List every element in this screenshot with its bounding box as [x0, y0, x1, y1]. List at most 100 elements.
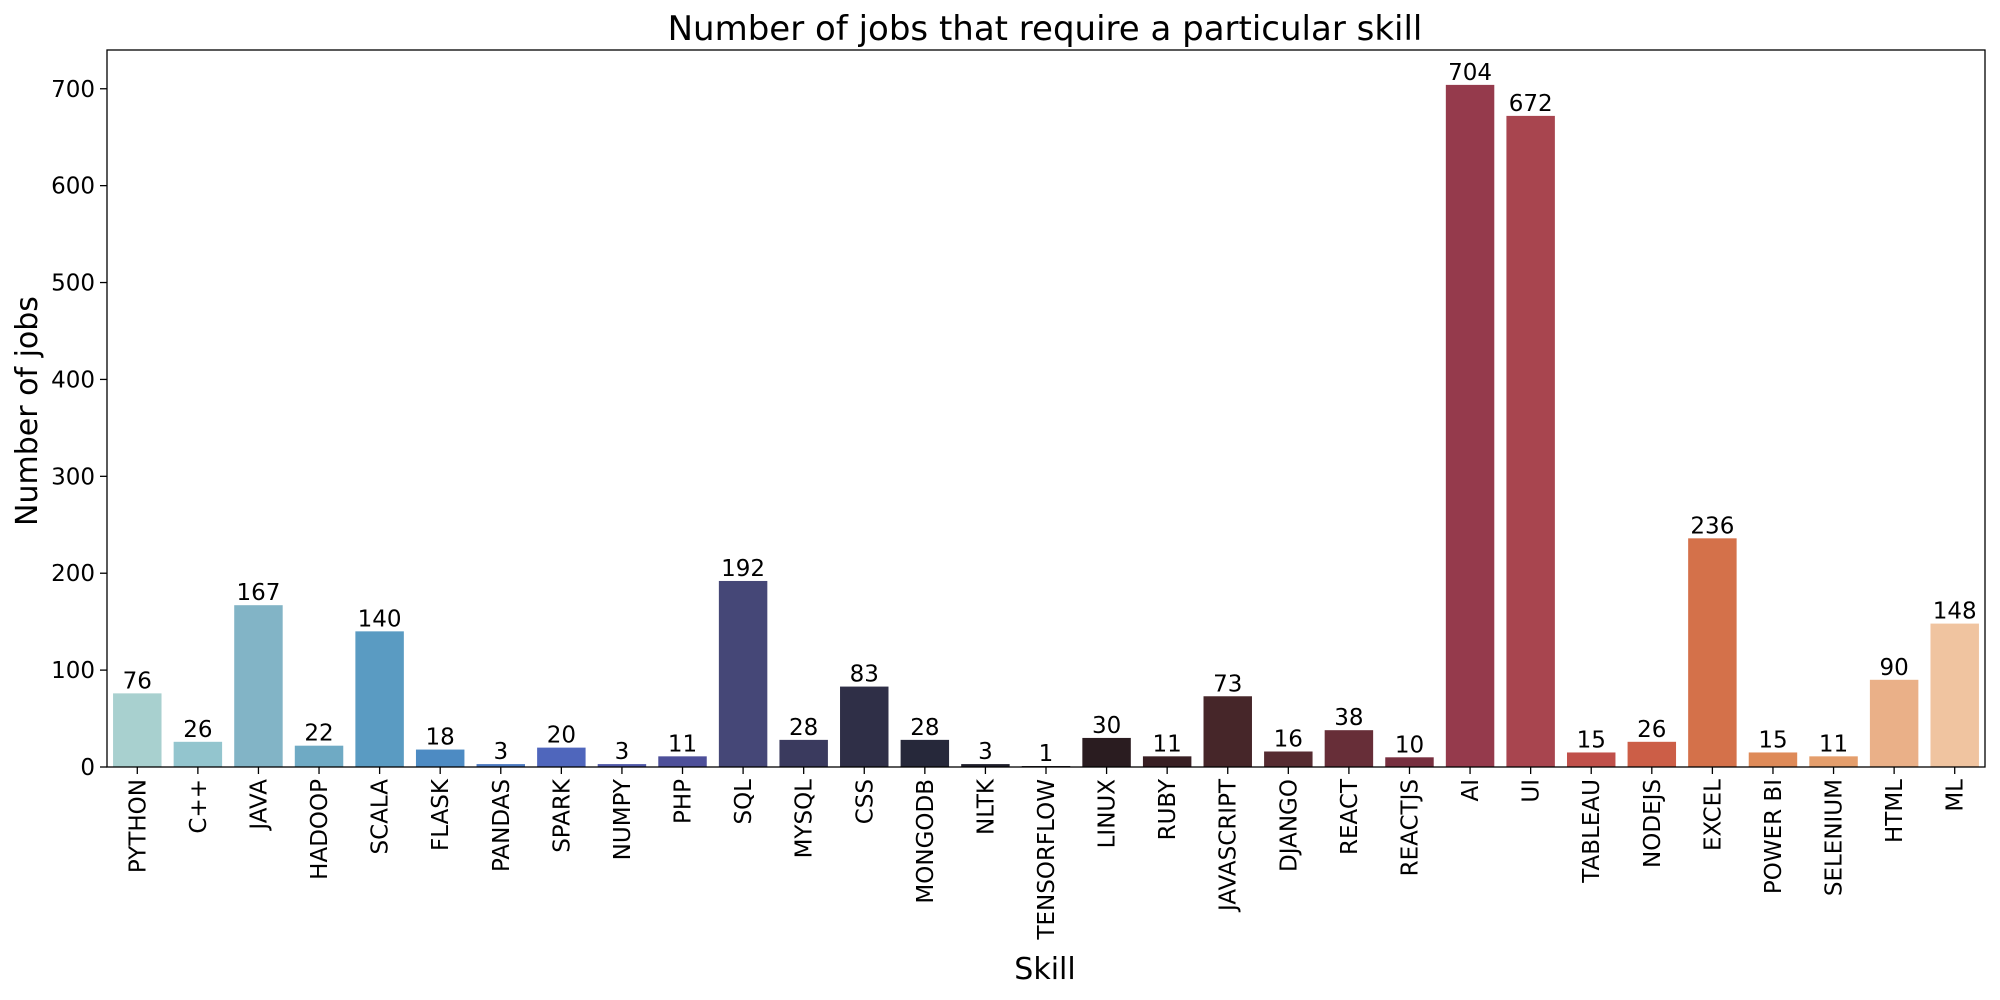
bar-javascript	[1203, 696, 1252, 767]
data-label: 11	[668, 731, 697, 757]
data-label: 16	[1274, 726, 1303, 752]
x-tick-label: SCALA	[368, 779, 394, 855]
x-tick-label: JAVA	[246, 779, 272, 832]
x-tick-label: PANDAS	[489, 779, 515, 872]
bar-python	[113, 693, 162, 767]
x-tick-label: JAVASCRIPT	[1216, 778, 1242, 913]
x-tick-label: MONGODB	[913, 779, 939, 904]
x-tick-label: SPARK	[549, 778, 575, 853]
y-tick-label: 300	[51, 464, 95, 490]
x-tick-label: NUMPY	[610, 778, 636, 860]
x-tick-label: C++	[186, 779, 212, 834]
x-tick-label: PYTHON	[125, 779, 151, 873]
x-tick-label: RUBY	[1155, 778, 1181, 840]
bar-excel	[1688, 538, 1737, 767]
data-label: 11	[1819, 731, 1848, 757]
x-tick-label: AI	[1458, 779, 1484, 802]
bar-css	[840, 686, 889, 767]
data-label: 140	[358, 606, 402, 632]
data-label: 11	[1153, 731, 1182, 757]
data-label: 672	[1509, 91, 1553, 117]
x-tick-label: UI	[1519, 779, 1545, 803]
bar-sql	[718, 580, 768, 767]
y-tick-label: 500	[51, 271, 95, 297]
x-tick-label: MYSQL	[792, 779, 818, 859]
y-axis-title: Number of jobs	[10, 296, 45, 526]
x-tick-label: CSS	[852, 779, 878, 824]
x-tick-label: NODEJS	[1640, 779, 1666, 868]
bar-django	[1264, 751, 1313, 767]
bar-ui	[1506, 115, 1555, 768]
data-label: 38	[1334, 705, 1363, 731]
data-label: 18	[426, 725, 455, 751]
x-tick-label: TABLEAU	[1579, 779, 1605, 884]
data-label: 20	[547, 723, 576, 749]
bar-ml	[1930, 623, 1979, 767]
bar-mysql	[779, 739, 828, 767]
y-tick-label: 0	[80, 755, 95, 781]
x-tick-label: DJANGO	[1276, 779, 1302, 872]
y-tick-label: 600	[51, 174, 95, 200]
x-tick-label: NLTK	[973, 778, 999, 835]
x-tick-label: POWER BI	[1761, 779, 1787, 894]
data-label: 3	[493, 739, 508, 765]
bar-ai	[1445, 84, 1495, 767]
bar-selenium	[1809, 756, 1858, 767]
bar-react	[1324, 730, 1374, 767]
bar-flask	[415, 749, 465, 767]
plot-frame	[106, 49, 1986, 768]
x-tick-label: HADOOP	[307, 779, 333, 880]
chart-title: Number of jobs that require a particular…	[668, 9, 1423, 49]
bar-ruby	[1142, 756, 1192, 767]
bar-power-bi	[1748, 752, 1798, 767]
data-label: 30	[1092, 713, 1121, 739]
bar-linux	[1082, 737, 1131, 767]
y-axis: 0 100 200 300 400 500 600 700	[51, 77, 107, 781]
data-label: 22	[304, 721, 333, 747]
bar-reactjs	[1385, 757, 1434, 767]
bar-hadoop	[294, 745, 344, 767]
x-tick-label: HTML	[1882, 779, 1908, 843]
x-tick-label: PHP	[671, 779, 697, 824]
bar-php	[658, 756, 707, 767]
data-label: 3	[615, 739, 630, 765]
x-axis: PYTHON C++ JAVA HADOOP SCALA FLASK PANDAS SPARK…	[125, 767, 1969, 941]
data-label: 10	[1395, 732, 1424, 758]
bar-c-	[173, 741, 223, 767]
data-label: 704	[1448, 60, 1492, 86]
bar-nltk	[961, 764, 1010, 767]
data-label: 83	[850, 662, 879, 688]
x-tick-label: EXCEL	[1700, 779, 1726, 851]
data-label: 28	[910, 715, 939, 741]
bar-mongodb	[900, 739, 950, 767]
y-tick-label: 700	[51, 77, 95, 103]
bar-spark	[537, 747, 586, 767]
data-label: 76	[123, 668, 152, 694]
data-label: 192	[721, 556, 765, 582]
x-tick-label: ML	[1943, 779, 1969, 812]
bar-java	[234, 605, 283, 767]
data-label: 26	[183, 717, 212, 743]
bar-scala	[355, 631, 404, 767]
bar-pandas	[476, 764, 526, 767]
y-tick-label: 100	[51, 658, 95, 684]
data-label: 148	[1933, 599, 1977, 625]
data-label: 236	[1690, 513, 1734, 539]
y-tick-label: 400	[51, 367, 95, 393]
x-tick-label: REACT	[1337, 778, 1363, 855]
x-tick-label: REACTJS	[1397, 779, 1423, 876]
x-tick-label: SELENIUM	[1822, 779, 1848, 896]
data-label: 15	[1577, 727, 1606, 753]
x-axis-title: Skill	[1014, 952, 1075, 987]
bar-tableau	[1566, 752, 1616, 767]
data-label: 28	[789, 715, 818, 741]
x-tick-label: TENSORFLOW	[1034, 779, 1060, 941]
bar-numpy	[597, 764, 647, 767]
bar-html	[1869, 679, 1919, 767]
x-tick-label: LINUX	[1095, 779, 1121, 849]
x-tick-label: SQL	[731, 779, 757, 825]
data-label: 3	[978, 739, 993, 765]
bar-nodejs	[1627, 741, 1677, 767]
data-label: 90	[1879, 655, 1908, 681]
data-labels-group: 76 26 167 22 140 18 3 20 3 11 192 28 83 28 3 1 30 11 73 16 3…	[123, 60, 1977, 767]
